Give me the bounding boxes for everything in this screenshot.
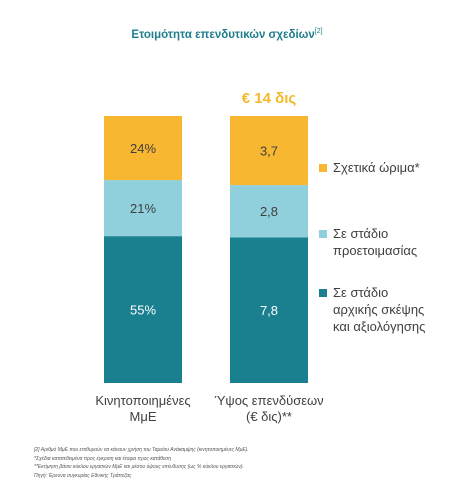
bar-segment-0-1	[104, 180, 182, 237]
title-footnote-ref: [2]	[314, 28, 323, 35]
legend-swatch-0	[319, 164, 327, 172]
segment-label-1-0: 7,8	[260, 303, 278, 318]
legend-label-1-line-0: Σε στάδιο	[333, 226, 388, 241]
bar-segment-1-0	[230, 237, 308, 383]
legend-swatch-1	[319, 230, 327, 238]
legend-label-2-line-1: αρχικής σκέψης	[333, 302, 424, 317]
legend-label-2-line-0: Σε στάδιο	[333, 285, 388, 300]
segment-label-0-2: 24%	[130, 141, 156, 156]
bar-segment-1-2	[230, 116, 308, 186]
category-label-1-line-1: (€ δις)**	[246, 409, 292, 424]
footnote-3: **Εκτίμηση βάσει κύκλου εργασιών ΜμΕ και…	[34, 464, 244, 470]
segment-label-1-2: 3,7	[260, 144, 278, 159]
chart-title: Ετοιμότητα επενδυτικών σχεδίων[2]	[0, 28, 454, 41]
bar-segment-0-2	[104, 116, 182, 181]
bar-segment-0-0	[104, 236, 182, 383]
category-label-0-line-1: ΜμΕ	[130, 409, 157, 424]
chart-title-text: Ετοιμότητα επενδυτικών σχεδίων	[131, 28, 315, 41]
bar-segment-1-1	[230, 185, 308, 238]
footnote-2: *Σχέδια κατατεθειμένα προς έγκριση και έ…	[34, 455, 171, 462]
legend-label-1-line-1: προετοιμασίας	[333, 243, 417, 258]
category-label-1-line-0: Ύψος επενδύσεων	[214, 393, 323, 408]
segment-label-1-1: 2,8	[260, 204, 278, 219]
segment-label-0-0: 55%	[130, 303, 156, 318]
legend-swatch-2	[319, 289, 327, 297]
legend-label-0-line-0: Σχετικά ώριμα*	[333, 160, 420, 175]
legend-label-2-line-2: και αξιολόγησης	[333, 319, 425, 334]
footnote-source: Πηγή: Έρευνα συγκυρίας Εθνικής Τράπεζας	[34, 472, 132, 479]
segment-label-0-1: 21%	[130, 201, 156, 216]
footnote-1: [2] Αριθμό ΜμΕ που επιθυμούν να κάνουν χ…	[34, 447, 249, 453]
footnotes: [2] Αριθμό ΜμΕ που επιθυμούν να κάνουν χ…	[34, 446, 434, 480]
category-label-0-line-0: Κινητοποιημένες	[95, 393, 190, 408]
total-annotation: € 14 δις	[242, 90, 297, 107]
